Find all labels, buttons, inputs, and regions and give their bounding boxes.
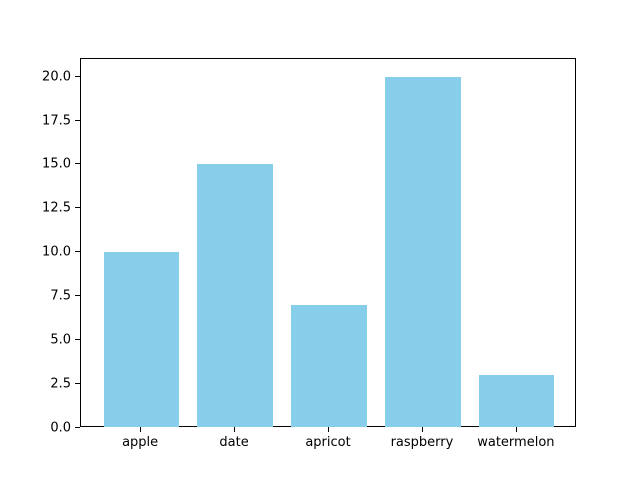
y-tick-label: 17.5 (42, 113, 71, 128)
y-tick-label: 20.0 (42, 69, 71, 85)
bar-apricot (291, 305, 367, 427)
y-tick-mark (75, 119, 80, 121)
bar-raspberry (385, 76, 461, 427)
x-tick-label-apricot: apricot (305, 435, 351, 450)
x-tick-mark (421, 427, 423, 432)
y-tick-mark (75, 295, 80, 297)
y-tick-mark (75, 251, 80, 253)
bar-watermelon (479, 375, 555, 427)
y-tick-mark (75, 207, 80, 209)
x-tick-label-watermelon: watermelon (477, 435, 555, 450)
y-tick-mark (75, 383, 80, 385)
y-tick-label: 15.0 (42, 156, 71, 172)
y-tick-label: 10.0 (42, 244, 71, 260)
x-tick-label-date: date (219, 435, 249, 450)
y-tick-mark (75, 163, 80, 165)
y-tick-mark (75, 427, 80, 428)
plot-area (80, 58, 576, 427)
y-tick-label: 7.5 (50, 288, 71, 304)
y-tick-label: 2.5 (50, 376, 71, 392)
x-tick-mark (234, 427, 236, 432)
x-tick-label-raspberry: raspberry (390, 435, 454, 450)
x-tick-label-apple: apple (122, 435, 159, 450)
y-tick-label: 0.0 (50, 420, 71, 436)
x-tick-mark (140, 427, 142, 432)
y-tick-mark (75, 75, 80, 77)
y-tick-label: 5.0 (50, 332, 71, 348)
y-tick-label: 12.5 (42, 200, 71, 216)
y-tick-mark (75, 339, 80, 341)
bar-apple (103, 252, 179, 427)
x-tick-mark (515, 427, 517, 432)
bar-date (197, 164, 273, 427)
x-tick-mark (328, 427, 329, 432)
